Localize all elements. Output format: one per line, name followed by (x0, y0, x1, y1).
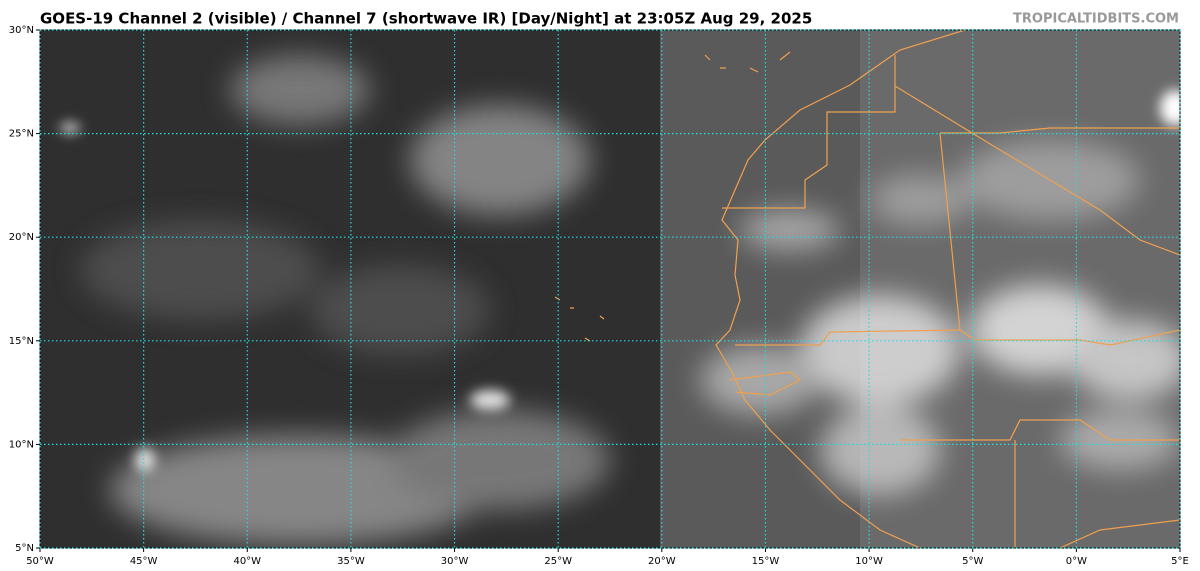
y-tick-label: 10°N (9, 439, 34, 450)
credit: TROPICALTIDBITS.COM (1013, 12, 1179, 27)
x-tick-label: 45°W (130, 556, 158, 567)
satellite-image (40, 30, 1180, 548)
x-tick-label: 5°W (962, 556, 983, 567)
x-tick-label: 15°W (752, 556, 780, 567)
coastlines (554, 30, 1180, 548)
x-tick-label: 50°W (26, 556, 54, 567)
y-tick-label: 30°N (9, 25, 34, 36)
x-tick-label: 20°W (648, 556, 676, 567)
title: GOES-19 Channel 2 (visible) / Channel 7 … (40, 10, 812, 28)
x-tick-label: 10°W (855, 556, 883, 567)
x-tick-label: 25°W (544, 556, 572, 567)
y-tick-label: 5°N (15, 543, 34, 554)
y-tick-label: 25°N (9, 129, 34, 140)
x-tick-label: 5°E (1171, 556, 1189, 567)
x-tick-label: 30°W (441, 556, 469, 567)
x-tick-label: 35°W (337, 556, 365, 567)
y-tick-label: 15°N (9, 336, 34, 347)
x-tick-label: 0°W (1066, 556, 1087, 567)
x-tick-label: 40°W (233, 556, 261, 567)
y-tick-label: 20°N (9, 232, 34, 243)
plot-frame (39, 29, 1181, 549)
